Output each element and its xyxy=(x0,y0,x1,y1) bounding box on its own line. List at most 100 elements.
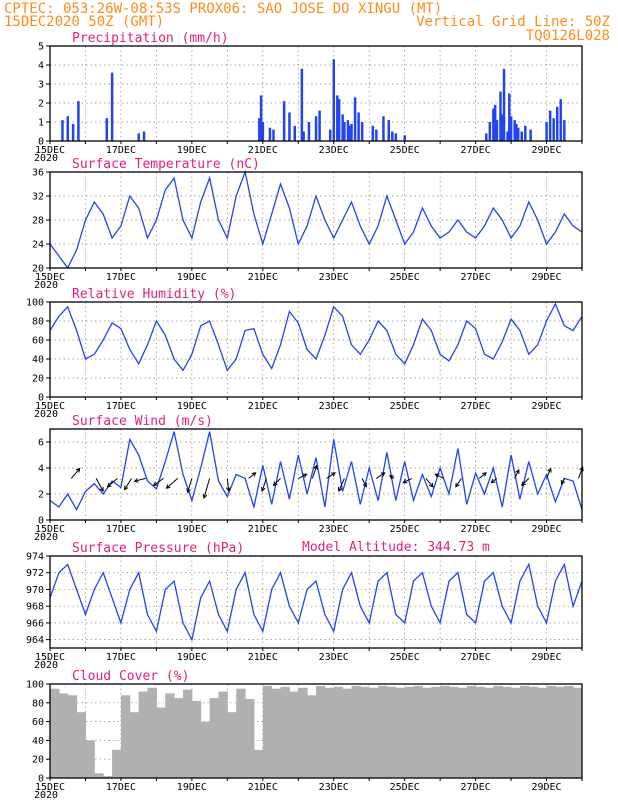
wind-arrow xyxy=(203,478,211,499)
precip-bar xyxy=(302,131,305,141)
cloud-panel: 0 20 40 60 80 100 15DEC 17DEC 19DEC 21DEC 23DEC 25D… xyxy=(26,669,583,800)
y-tick-label: 968 xyxy=(26,602,44,613)
precip-bar xyxy=(524,125,527,141)
cloud-cover-bar xyxy=(218,691,228,778)
cloud-cover-bar xyxy=(573,687,583,778)
precip-bar xyxy=(314,116,318,141)
precip-bar xyxy=(548,110,552,141)
precip-bar xyxy=(353,97,357,141)
y-tick-label: 60 xyxy=(32,717,44,728)
cloud-cover-bar xyxy=(342,688,352,778)
y-tick-label: 20 xyxy=(32,755,44,766)
y-tick-label: 100 xyxy=(26,298,44,309)
x-tick-label: 25DEC xyxy=(390,145,420,156)
wind-arrow-head xyxy=(515,469,520,475)
cloud-cover-bar xyxy=(493,685,503,778)
x-tick-label: 23DEC xyxy=(319,272,349,283)
precip-bar xyxy=(515,123,518,141)
y-tick-label: 40 xyxy=(32,355,44,366)
precip-bar xyxy=(77,101,80,141)
precip-bar xyxy=(272,129,275,141)
cloud-cover-bar xyxy=(50,688,60,778)
precip-bar xyxy=(394,133,398,141)
precip-bar xyxy=(513,120,516,141)
cloud-cover-bar xyxy=(120,695,131,778)
cloud-cover-bar xyxy=(404,686,415,778)
cloud-cover-bar xyxy=(378,685,388,778)
precip-bar xyxy=(485,133,488,141)
precip-bar xyxy=(493,104,497,141)
temperature-title: Surface Temperature (nC) xyxy=(72,157,260,172)
x-tick-label: 19DEC xyxy=(177,145,207,156)
y-tick-label: 0 xyxy=(38,137,44,148)
cloud-cover-bar xyxy=(280,686,290,778)
x-tick-label: 17DEC xyxy=(106,524,136,535)
wind-arrow-head xyxy=(106,482,112,488)
wind-arrow-head xyxy=(124,485,129,491)
cloud-cover-bar xyxy=(138,691,149,778)
cloud-cover-bar xyxy=(112,749,122,778)
x-tick-label: 19DEC xyxy=(177,401,207,412)
cloud-cover-bar xyxy=(236,688,246,778)
y-tick-label: 80 xyxy=(32,317,44,328)
temperature-panel: 20 24 28 32 36 15DEC 17DEC 19DEC 21DEC 23DEC 25DEC… xyxy=(32,157,583,291)
cloud-cover-bar xyxy=(183,689,193,778)
cloud-cover-bar xyxy=(466,685,477,778)
cloud-cover-bar xyxy=(502,686,512,778)
y-tick-label: 0 xyxy=(38,516,44,527)
cloud-cover-bar xyxy=(395,687,406,778)
precip-bar xyxy=(343,122,346,141)
precip-bar xyxy=(357,112,360,141)
x-tick-label: 15DEC xyxy=(35,524,65,535)
wind-arrow-head xyxy=(251,472,257,477)
cloud-cover-bar xyxy=(413,685,423,778)
precipitation-panel: 0 1 2 3 4 5 15DEC 17DEC 19DEC 21DEC 23DEC 25DEC 27DE… xyxy=(34,31,583,164)
year-label: 2020 xyxy=(34,409,58,420)
cloud-cover-bar xyxy=(85,740,95,778)
cloud-cover-bar xyxy=(227,712,237,778)
wind-arrow-head xyxy=(455,482,460,488)
cloud-cover-bar xyxy=(386,686,397,778)
y-tick-label: 5 xyxy=(38,42,44,53)
wind-series-line xyxy=(49,431,583,511)
precip-bar xyxy=(520,131,524,141)
year-label: 2020 xyxy=(34,660,58,671)
precipitation-title: Precipitation (mm/h) xyxy=(72,31,229,46)
wind-arrow-head xyxy=(260,486,266,492)
x-tick-label: 25DEC xyxy=(390,782,420,793)
wind-arrow-head xyxy=(521,481,526,487)
header-line-2: 15DEC2020 50Z (GMT) xyxy=(4,14,164,30)
cloud-cover-bar xyxy=(147,687,157,778)
precip-bar xyxy=(499,91,502,141)
year-label: 2020 xyxy=(34,280,58,291)
cloud-cover-bar xyxy=(537,687,548,778)
cloud-cover-bar xyxy=(316,685,326,778)
wind-arrow xyxy=(455,478,462,488)
y-tick-label: 972 xyxy=(26,568,44,579)
x-tick-label: 25DEC xyxy=(390,272,420,283)
y-tick-label: 28 xyxy=(32,216,44,227)
wind-arrow-head xyxy=(186,488,191,494)
precip-bar xyxy=(105,118,109,141)
precip-bar xyxy=(66,116,70,141)
precip-bar xyxy=(371,125,375,141)
precip-bar xyxy=(337,99,341,141)
x-tick-label: 23DEC xyxy=(319,652,349,663)
humidity-frame xyxy=(49,301,583,398)
cloud-cover-bar xyxy=(289,691,299,778)
y-tick-label: 970 xyxy=(26,585,44,596)
wind-arrow xyxy=(361,478,367,488)
wind-arrow xyxy=(226,478,230,492)
model-altitude-label: Model Altitude: 344.73 m xyxy=(302,540,490,555)
precip-bar xyxy=(318,110,321,141)
x-tick-label: 29DEC xyxy=(531,145,561,156)
wind-arrow xyxy=(95,478,104,492)
wind-arrow xyxy=(107,478,118,488)
grid-line-note: Vertical Grid Line: 50Z xyxy=(416,14,610,30)
cloud-cover-bar xyxy=(511,687,521,778)
precip-bar xyxy=(403,135,406,141)
humidity-title: Relative Humidity (%) xyxy=(72,287,236,302)
pressure-frame xyxy=(49,555,583,649)
y-tick-label: 4 xyxy=(38,61,44,72)
